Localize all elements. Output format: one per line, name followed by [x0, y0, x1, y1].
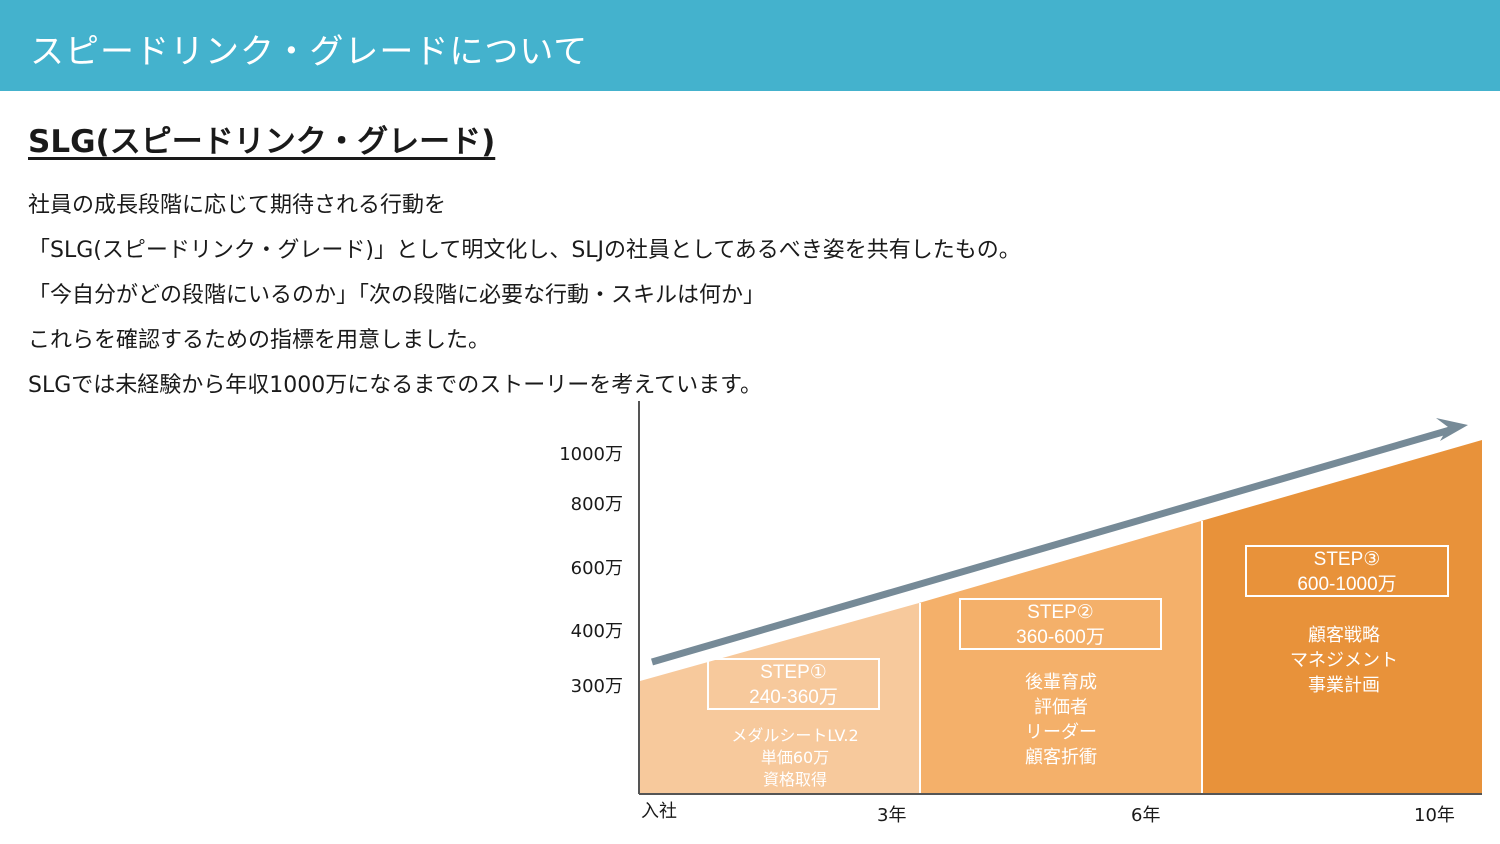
- step3-description: 顧客戦略 マネジメント 事業計画: [1254, 623, 1434, 698]
- y-label-800: 800万: [570, 494, 623, 515]
- body-line-1: 社員の成長段階に応じて期待される行動を: [28, 193, 447, 218]
- x-label-10y: 10年: [1414, 805, 1455, 826]
- step1-range: 240-360万: [749, 687, 838, 708]
- body-line-5: SLGでは未経験から年収1000万になるまでのストーリーを考えています。: [28, 373, 762, 398]
- step2-desc-line: 後輩育成: [1025, 672, 1097, 693]
- growth-arrow-line: [651, 426, 1451, 666]
- section-title: SLG(スピードリンク・グレード): [28, 124, 496, 160]
- y-label-400: 400万: [570, 621, 623, 642]
- x-label-6y: 6年: [1131, 805, 1161, 826]
- step1-desc-line: 資格取得: [762, 770, 827, 789]
- step2-desc-line: 評価者: [1034, 697, 1088, 718]
- y-label-1000: 1000万: [559, 444, 623, 465]
- step3-area: [1201, 440, 1482, 793]
- body-line-4: これらを確認するための指標を用意しました。: [28, 328, 491, 353]
- step1-description: メダルシートLV.2 単価60万 資格取得: [705, 725, 885, 791]
- body-line-2: 「SLG(スピードリンク・グレード)」として明文化し、SLJの社員としてあるべき…: [28, 238, 1021, 263]
- step3-title: STEP③: [1313, 549, 1381, 570]
- step3-range: 600-1000万: [1297, 574, 1397, 595]
- step1-area: [640, 603, 919, 793]
- header-bar: スピードリンク・グレードについて: [0, 0, 1500, 91]
- step3-desc-line: 事業計画: [1308, 675, 1380, 696]
- step2-area: [919, 521, 1201, 793]
- growth-arrow-head: [1436, 418, 1468, 441]
- step2-desc-line: 顧客折衝: [1025, 747, 1097, 768]
- step1-desc-line: 単価60万: [760, 748, 830, 767]
- step3-box: STEP③ 600-1000万: [1245, 545, 1449, 597]
- step2-title: STEP②: [1027, 602, 1094, 623]
- step2-range: 360-600万: [1016, 627, 1105, 648]
- step2-box: STEP② 360-600万: [959, 598, 1162, 650]
- step2-description: 後輩育成 評価者 リーダー 顧客折衝: [971, 670, 1151, 770]
- step3-desc-line: 顧客戦略: [1308, 625, 1380, 646]
- step1-box: STEP① 240-360万: [707, 658, 880, 710]
- step3-desc-line: マネジメント: [1290, 650, 1398, 671]
- page-title: スピードリンク・グレードについて: [30, 32, 589, 72]
- x-label-3y: 3年: [877, 805, 907, 826]
- step1-title: STEP①: [760, 662, 827, 683]
- y-label-600: 600万: [570, 558, 623, 579]
- body-line-3: 「今自分がどの段階にいるのか」「次の段階に必要な行動・スキルは何か」: [28, 283, 766, 308]
- x-label-start: 入社: [641, 801, 677, 822]
- y-label-300: 300万: [570, 676, 623, 697]
- step2-desc-line: リーダー: [1025, 722, 1097, 743]
- step1-desc-line: メダルシートLV.2: [731, 726, 859, 745]
